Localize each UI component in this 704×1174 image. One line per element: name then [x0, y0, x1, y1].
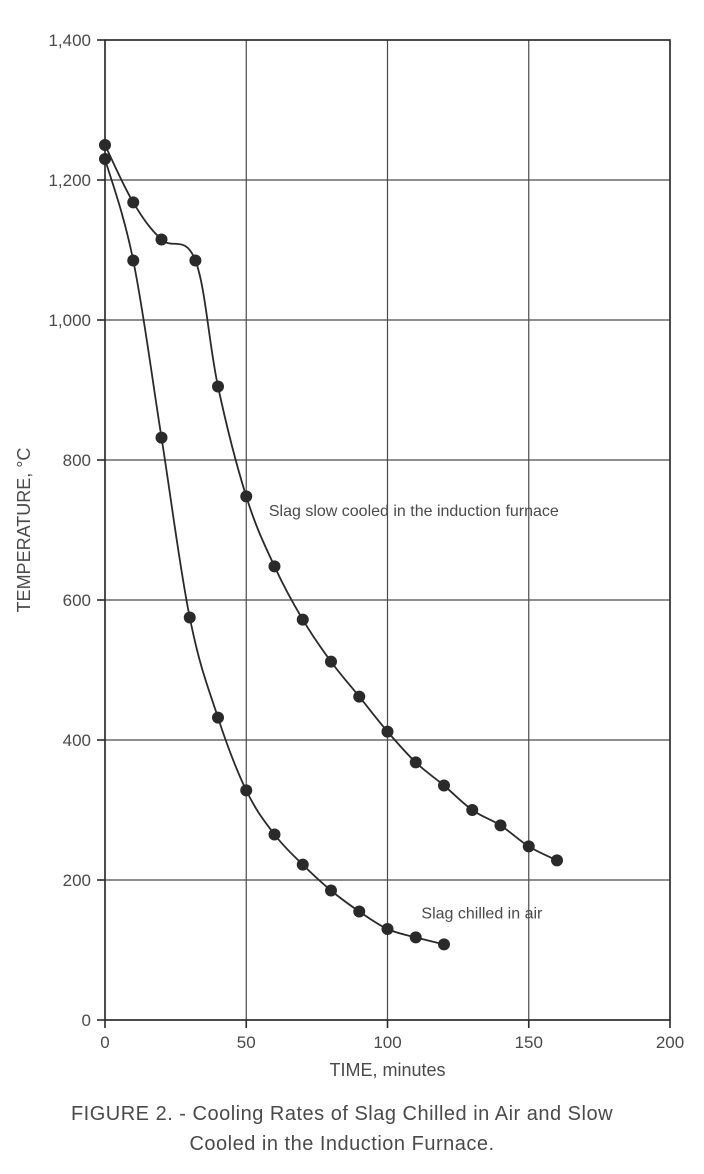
series-marker-slow-cooled — [189, 255, 201, 267]
series-marker-air-chilled — [410, 931, 422, 943]
x-tick-label: 0 — [100, 1033, 109, 1052]
x-tick-label: 100 — [373, 1033, 401, 1052]
series-marker-slow-cooled — [269, 560, 281, 572]
series-marker-slow-cooled — [353, 691, 365, 703]
series-annotation-air-chilled: Slag chilled in air — [421, 906, 543, 923]
series-marker-air-chilled — [99, 153, 111, 165]
y-tick-label: 200 — [63, 871, 91, 890]
figure-caption-line2: Cooled in the Induction Furnace. — [189, 1133, 494, 1155]
x-tick-label: 200 — [656, 1033, 684, 1052]
series-marker-slow-cooled — [297, 614, 309, 626]
series-marker-air-chilled — [382, 923, 394, 935]
series-marker-slow-cooled — [495, 819, 507, 831]
y-tick-label: 1,000 — [48, 311, 91, 330]
series-marker-slow-cooled — [127, 196, 139, 208]
series-marker-slow-cooled — [551, 854, 563, 866]
x-axis-label: TIME, minutes — [329, 1060, 445, 1080]
y-axis-label: TEMPERATURE, °C — [14, 448, 34, 613]
series-marker-air-chilled — [212, 712, 224, 724]
series-marker-slow-cooled — [410, 756, 422, 768]
x-tick-label: 50 — [237, 1033, 256, 1052]
y-tick-label: 600 — [63, 591, 91, 610]
y-tick-label: 1,200 — [48, 171, 91, 190]
series-marker-slow-cooled — [240, 490, 252, 502]
y-tick-label: 800 — [63, 451, 91, 470]
series-marker-air-chilled — [325, 885, 337, 897]
series-line-air-chilled — [105, 159, 444, 944]
series-marker-slow-cooled — [382, 726, 394, 738]
series-marker-slow-cooled — [466, 804, 478, 816]
figure-caption-line1: FIGURE 2. - Cooling Rates of Slag Chille… — [71, 1103, 613, 1125]
chart-container: 0 50 100 150 200 0 200 400 600 800 1,000 1,200 1,400… — [0, 0, 704, 1174]
x-tick-label: 150 — [515, 1033, 543, 1052]
series-marker-slow-cooled — [156, 234, 168, 246]
series-marker-air-chilled — [438, 938, 450, 950]
series-marker-air-chilled — [353, 906, 365, 918]
y-tick-label: 0 — [82, 1011, 91, 1030]
cooling-rates-chart: 0 50 100 150 200 0 200 400 600 800 1,000 1,200 1,400… — [0, 0, 704, 1174]
series-marker-slow-cooled — [438, 780, 450, 792]
series-marker-air-chilled — [156, 432, 168, 444]
y-tick-label: 1,400 — [48, 31, 91, 50]
series-marker-air-chilled — [127, 255, 139, 267]
series-marker-air-chilled — [297, 859, 309, 871]
series-marker-slow-cooled — [212, 381, 224, 393]
series-marker-slow-cooled — [99, 139, 111, 151]
y-tick-label: 400 — [63, 731, 91, 750]
series-marker-air-chilled — [240, 784, 252, 796]
series-marker-air-chilled — [269, 829, 281, 841]
series-marker-slow-cooled — [523, 840, 535, 852]
series-marker-slow-cooled — [325, 656, 337, 668]
series-annotation-slow-cooled: Slag slow cooled in the induction furnac… — [269, 503, 559, 520]
series-marker-air-chilled — [184, 612, 196, 624]
